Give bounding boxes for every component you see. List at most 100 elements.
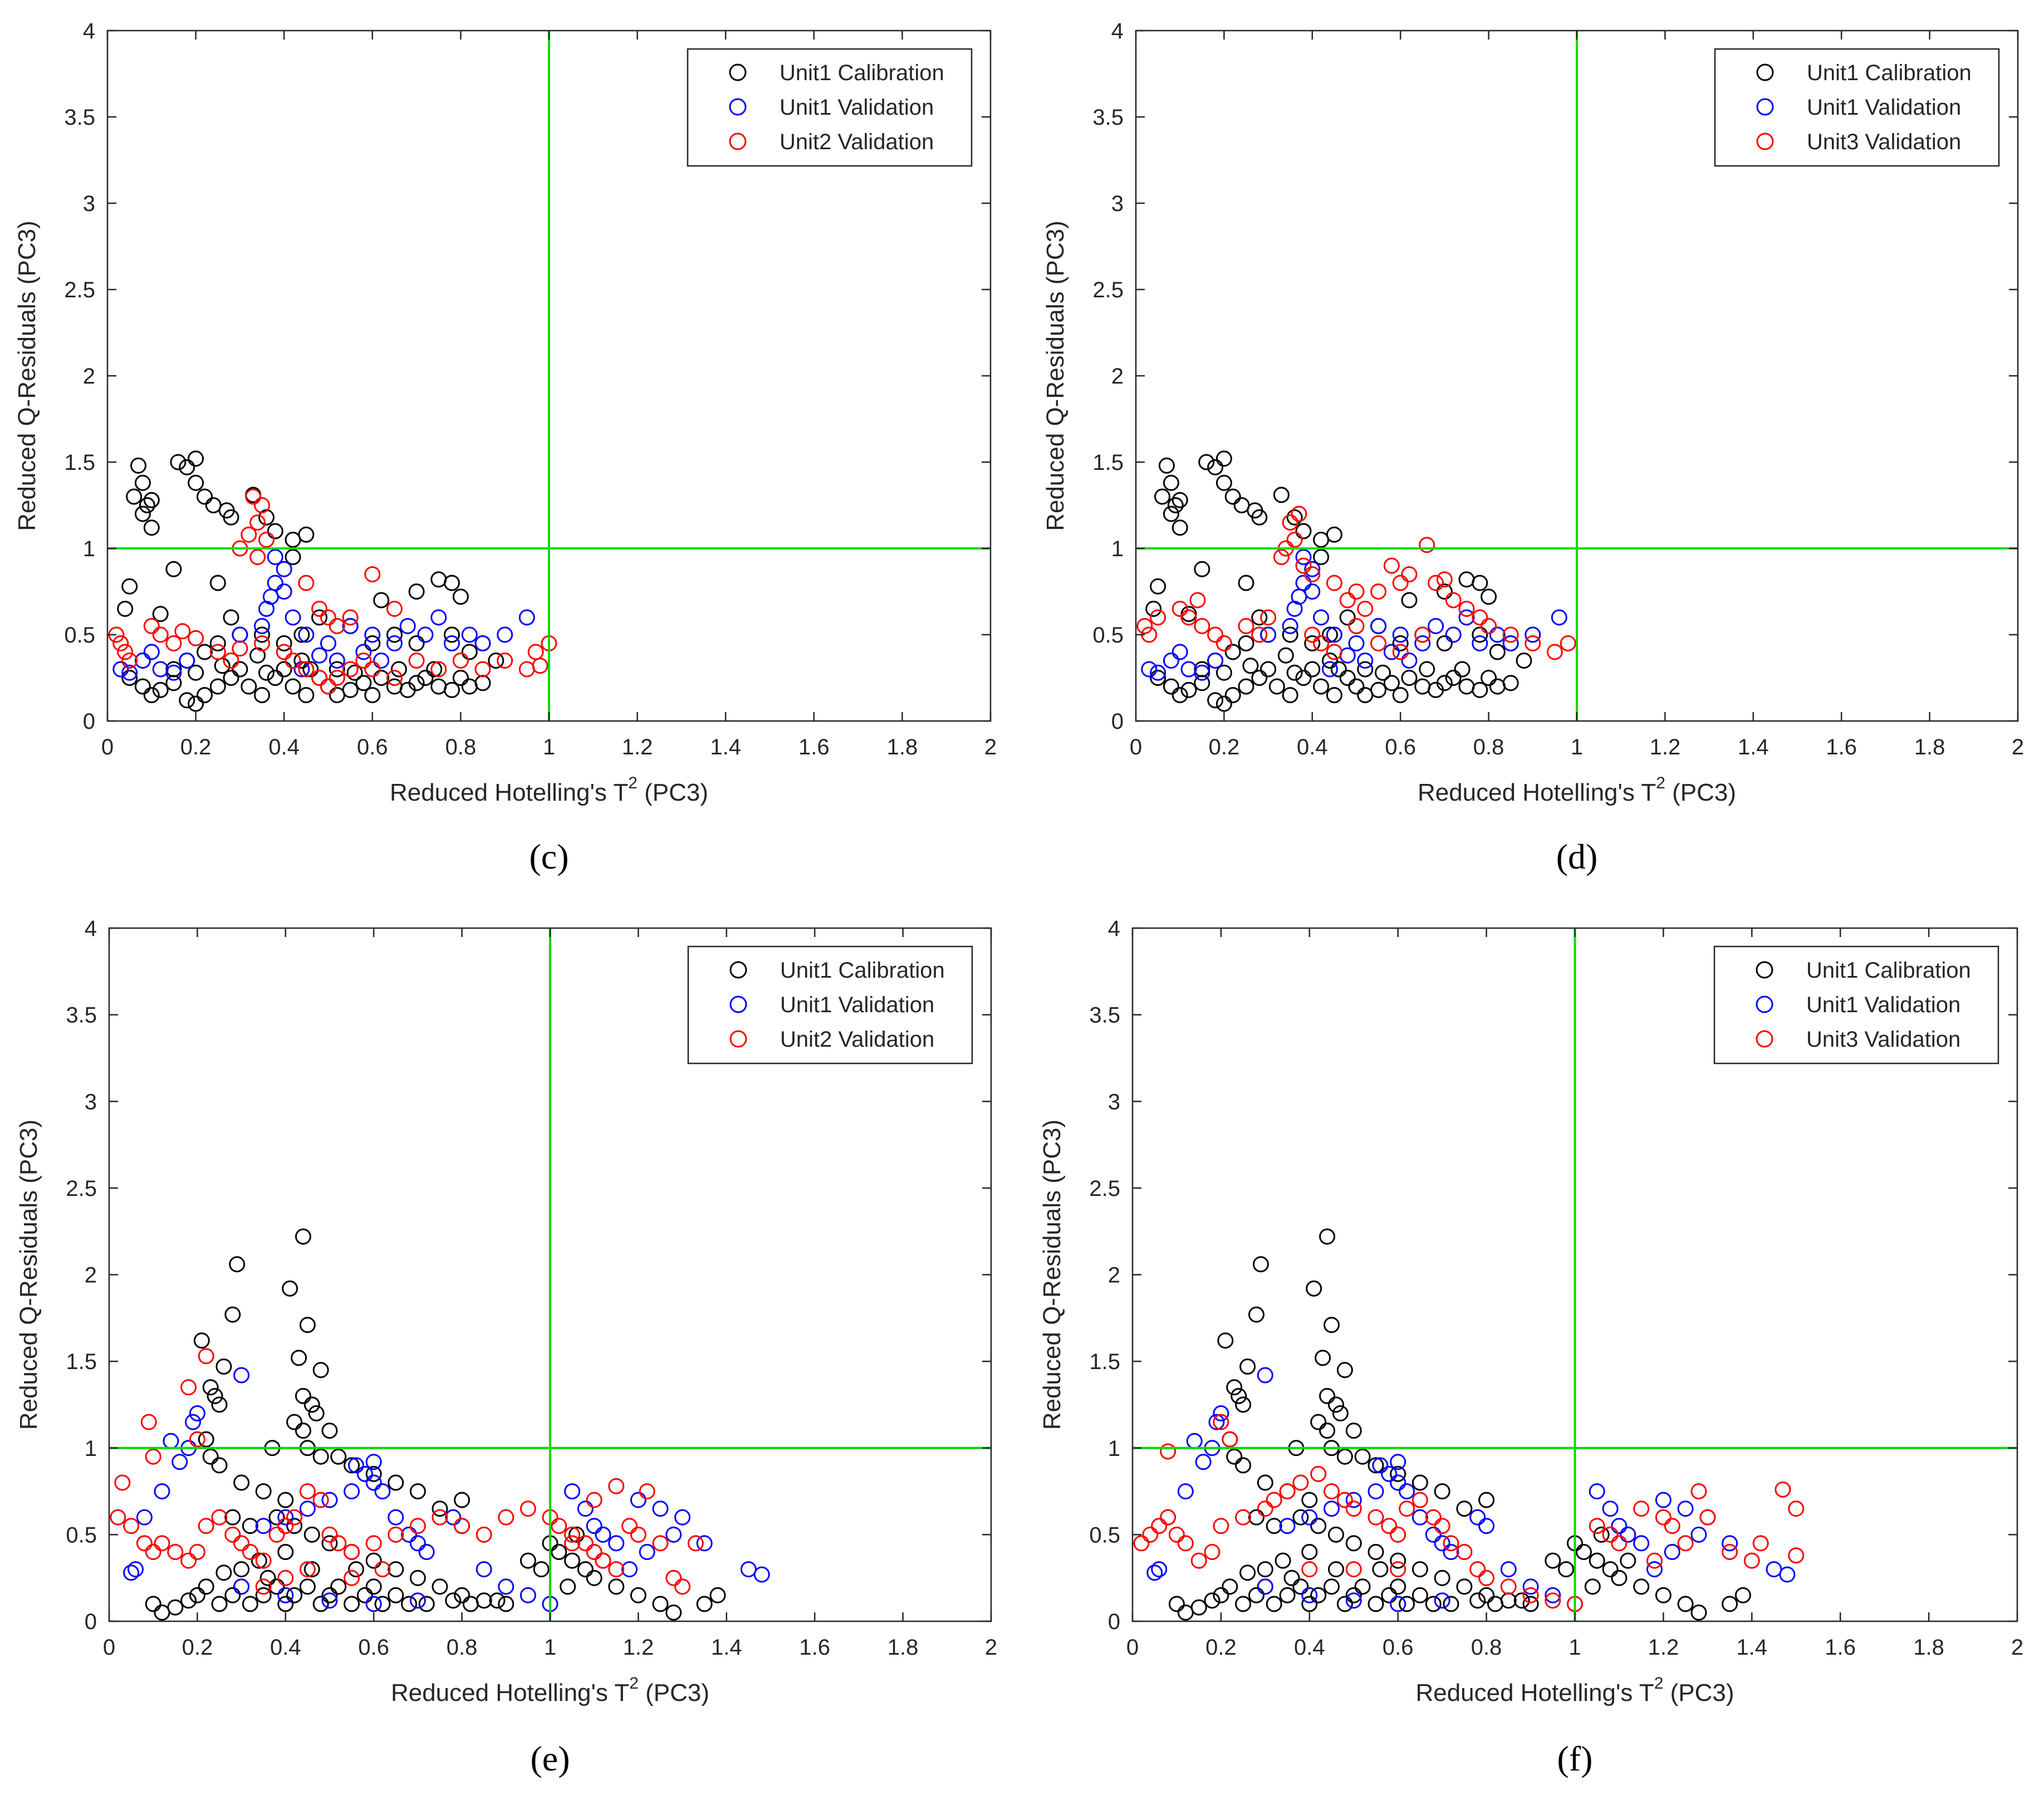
data-point xyxy=(674,1578,691,1595)
data-point xyxy=(1445,592,1462,609)
data-point xyxy=(145,1596,161,1612)
data-point xyxy=(293,653,310,669)
data-point xyxy=(286,1414,303,1430)
data-point xyxy=(1286,601,1303,617)
data-point xyxy=(344,1457,360,1474)
data-point xyxy=(233,1561,250,1578)
x-tick-label: 0 xyxy=(101,735,114,759)
data-point xyxy=(1194,664,1210,681)
data-point xyxy=(329,618,345,634)
data-point xyxy=(1722,1544,1738,1560)
data-point xyxy=(1392,644,1409,660)
data-point xyxy=(1226,1379,1243,1396)
data-point xyxy=(249,514,266,531)
data-point xyxy=(444,681,460,698)
data-point xyxy=(330,1448,347,1465)
data-point xyxy=(189,1587,205,1603)
data-point xyxy=(364,635,381,651)
data-point xyxy=(1190,1552,1207,1569)
data-point xyxy=(1238,678,1254,695)
data-point xyxy=(121,653,138,669)
legend-label: Unit2 Validation xyxy=(780,1027,934,1052)
data-point xyxy=(267,549,283,565)
data-point xyxy=(344,1544,360,1560)
data-point xyxy=(1411,1509,1428,1526)
data-point xyxy=(267,523,283,539)
data-point xyxy=(321,1526,338,1543)
data-point xyxy=(215,1564,232,1581)
data-point xyxy=(1411,1561,1428,1578)
data-point xyxy=(1390,1561,1406,1578)
data-point xyxy=(373,653,390,669)
data-point xyxy=(373,670,390,686)
data-point xyxy=(1260,661,1277,678)
data-point xyxy=(1295,549,1312,565)
data-point xyxy=(454,1492,470,1508)
data-point xyxy=(1481,588,1497,605)
data-point xyxy=(408,635,425,651)
data-point xyxy=(346,664,363,681)
x-tick-label: 0 xyxy=(1130,735,1142,759)
y-tick-label: 2 xyxy=(1108,1263,1120,1288)
y-tick-label: 0 xyxy=(83,709,95,734)
data-point xyxy=(595,1552,611,1569)
x-tick-label: 1.4 xyxy=(1738,735,1769,759)
y-tick-label: 2.5 xyxy=(1092,278,1124,302)
data-point xyxy=(299,1317,316,1333)
data-point xyxy=(1154,488,1170,505)
data-point xyxy=(461,644,478,660)
data-point xyxy=(1584,1578,1601,1595)
data-point xyxy=(1401,566,1418,582)
data-point xyxy=(1215,695,1232,712)
data-point xyxy=(665,1570,682,1586)
data-point xyxy=(282,1280,298,1297)
data-point xyxy=(1425,1526,1442,1543)
x-axis-label-suffix: (PC3) xyxy=(1665,779,1736,806)
data-point xyxy=(1222,1578,1238,1595)
data-point xyxy=(1443,1535,1459,1552)
data-point xyxy=(117,644,134,660)
data-point xyxy=(1150,609,1166,626)
data-point xyxy=(586,1518,602,1534)
data-point xyxy=(255,1587,272,1603)
data-point xyxy=(308,1405,325,1421)
data-point xyxy=(1522,1578,1539,1595)
x-axis-label-suffix: (PC3) xyxy=(1663,1679,1734,1706)
data-point xyxy=(1150,664,1166,681)
x-axis-label: Reduced Hotelling's T2 (PC3) xyxy=(1418,774,1736,806)
data-point xyxy=(232,661,248,678)
data-point xyxy=(344,1596,360,1612)
data-point xyxy=(1292,1578,1309,1595)
data-point xyxy=(165,664,182,681)
data-point xyxy=(1198,454,1215,470)
data-point xyxy=(1502,626,1519,643)
data-point xyxy=(1390,1454,1406,1470)
data-point xyxy=(1434,1518,1450,1534)
data-point xyxy=(321,1492,338,1508)
data-point xyxy=(299,1578,316,1595)
data-point xyxy=(188,695,204,712)
data-point xyxy=(285,549,301,565)
data-point xyxy=(1392,575,1409,591)
data-point xyxy=(1257,1367,1273,1384)
data-point xyxy=(1445,670,1462,686)
x-tick-label: 1.8 xyxy=(1914,735,1945,759)
data-point xyxy=(1215,450,1232,467)
data-point xyxy=(1345,1561,1362,1578)
data-point xyxy=(1345,1535,1362,1552)
data-point xyxy=(608,1535,625,1552)
data-point xyxy=(1322,661,1338,678)
data-point xyxy=(1472,626,1488,643)
x-tick-label: 1.2 xyxy=(1650,735,1681,759)
data-point xyxy=(1141,661,1158,678)
data-point xyxy=(364,661,381,678)
data-point xyxy=(1251,609,1268,626)
data-point xyxy=(1472,609,1488,626)
data-point xyxy=(267,670,283,686)
data-point xyxy=(1326,575,1342,591)
y-tick-label: 3.5 xyxy=(1089,1003,1120,1028)
data-point xyxy=(1231,1387,1247,1404)
data-point xyxy=(1436,635,1453,651)
data-point xyxy=(1664,1544,1680,1560)
x-tick-label: 0.8 xyxy=(1473,735,1504,759)
